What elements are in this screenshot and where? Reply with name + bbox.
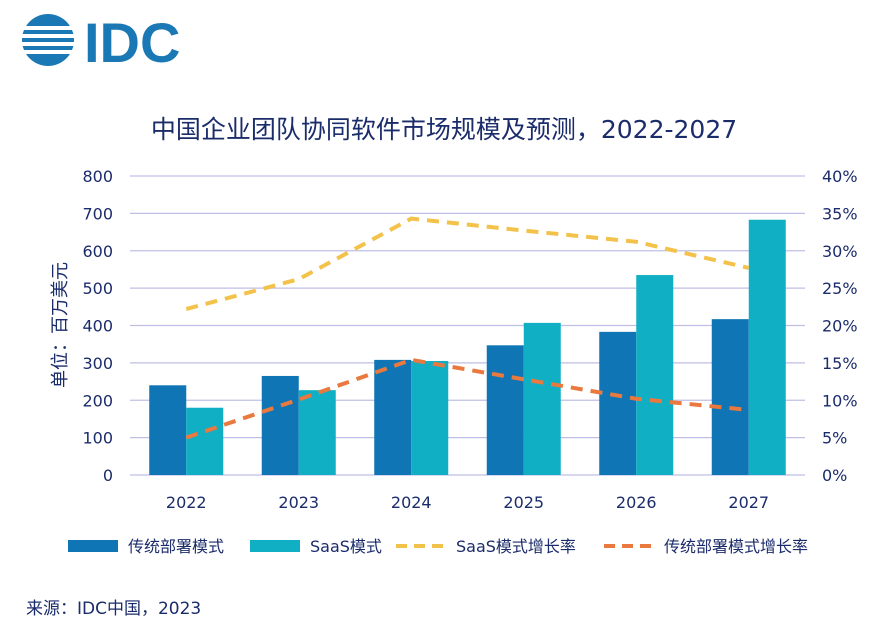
y2-tick-label: 10% — [822, 391, 858, 410]
y-tick-label: 700 — [82, 204, 113, 223]
bar-traditional — [599, 331, 637, 475]
y2-tick-label: 5% — [822, 429, 847, 448]
bar-saas — [298, 390, 336, 475]
bar-traditional — [374, 359, 412, 475]
y2-tick-label: 15% — [822, 354, 858, 373]
bar-saas — [748, 219, 786, 475]
x-tick-label: 2027 — [728, 493, 769, 512]
bar-saas — [411, 361, 449, 475]
y2-tick-label: 25% — [822, 279, 858, 298]
y-tick-label: 100 — [82, 429, 113, 448]
y-tick-label: 800 — [82, 167, 113, 186]
y2-tick-label: 20% — [822, 317, 858, 336]
logo-text: IDC — [84, 12, 180, 68]
gridlines — [130, 175, 805, 476]
source-note: 来源：IDC中国，2023 — [26, 599, 202, 619]
bar-traditional — [149, 385, 187, 475]
bar-saas — [636, 275, 674, 475]
y2-tick-label: 30% — [822, 242, 858, 261]
y-tick-label: 300 — [82, 354, 113, 373]
axis-ticks: 0 100 200 300 400 500 600 700 800 0% 5% 10% 15% 20% 25… — [82, 167, 857, 512]
x-tick-label: 2024 — [391, 493, 432, 512]
x-tick-label: 2026 — [616, 493, 657, 512]
line-saas-growth — [185, 216, 750, 311]
bar-traditional — [486, 345, 524, 475]
idc-logo: IDC — [22, 12, 180, 68]
y-tick-label: 500 — [82, 279, 113, 298]
y-tick-label: 0 — [103, 466, 113, 485]
line-traditional-growth — [185, 357, 749, 440]
legend-label: 传统部署模式 — [128, 537, 224, 556]
chart-title: 中国企业团队协同软件市场规模及预测，2022-2027 — [150, 115, 738, 144]
y2-tick-label: 40% — [822, 167, 858, 186]
legend-swatch — [68, 540, 118, 552]
y-tick-label: 200 — [82, 391, 113, 410]
legend-label: SaaS模式增长率 — [456, 537, 576, 556]
x-tick-label: 2023 — [278, 493, 319, 512]
legend: 传统部署模式 SaaS模式 SaaS模式增长率 传统部署模式增长率 — [68, 537, 808, 556]
y2-tick-label: 35% — [822, 204, 858, 223]
bar-traditional — [711, 319, 749, 475]
y-tick-label: 400 — [82, 317, 113, 336]
legend-label: 传统部署模式增长率 — [664, 537, 808, 556]
bar-saas — [523, 322, 561, 475]
y2-tick-label: 0% — [822, 466, 847, 485]
y-tick-label: 600 — [82, 242, 113, 261]
bar-traditional — [261, 375, 299, 475]
bars — [149, 219, 786, 475]
legend-label: SaaS模式 — [310, 537, 382, 556]
x-tick-label: 2025 — [503, 493, 544, 512]
x-tick-label: 2022 — [166, 493, 207, 512]
growth-lines — [185, 216, 750, 440]
legend-swatch — [250, 540, 300, 552]
bar-saas — [186, 407, 224, 475]
y-axis-label: 单位：百万美元 — [50, 262, 71, 388]
